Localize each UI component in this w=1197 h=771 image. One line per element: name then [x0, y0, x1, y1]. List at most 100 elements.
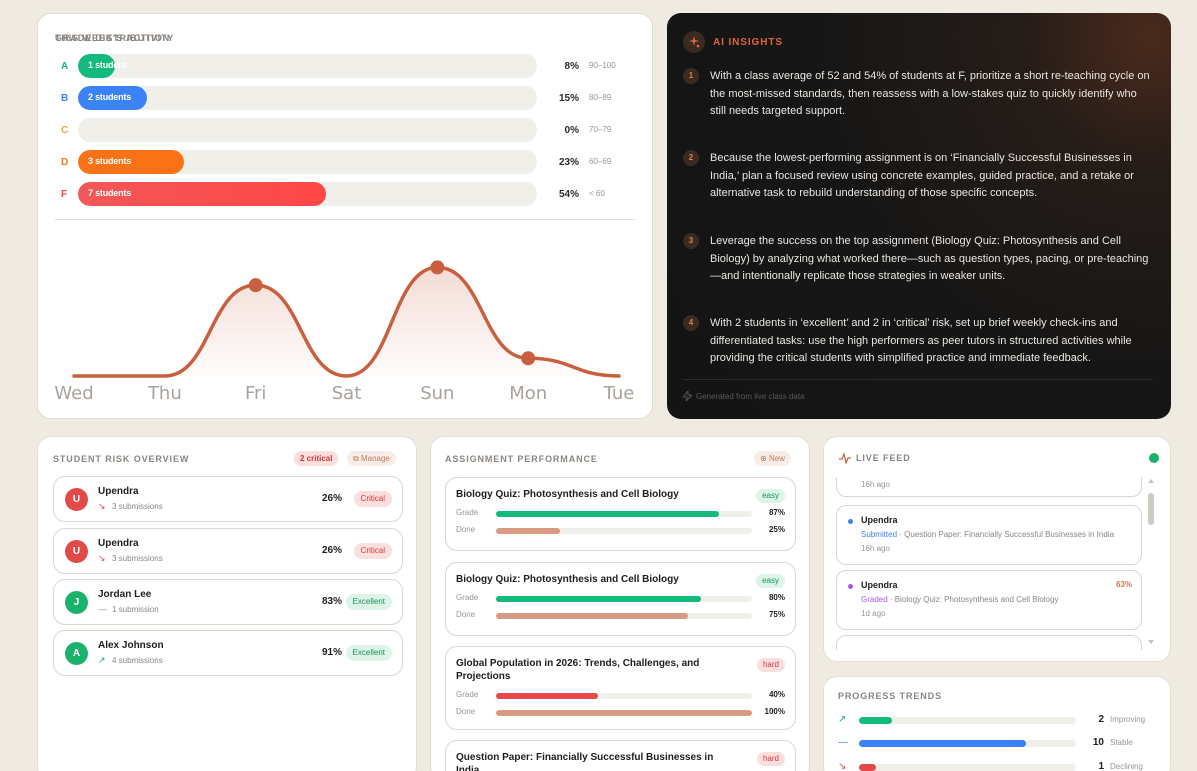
grade-value: 80% — [768, 593, 785, 602]
done-fill — [496, 710, 752, 716]
live-feed-title: LIVE FEED — [856, 453, 911, 463]
grade-track — [496, 511, 752, 517]
feed-detail-line: Submitted · Question Paper: Financially … — [861, 530, 1114, 539]
ai-footer-text: Generated from live class data — [696, 392, 805, 401]
assignment-title: Global Population in 2026: Trends, Chall… — [456, 658, 700, 682]
assignment-title: ASSIGNMENT PERFORMANCE — [445, 454, 598, 464]
grade-percent: 0% — [564, 125, 579, 136]
day-label: Fri — [245, 383, 266, 404]
submission-count: 4 submissions — [112, 656, 163, 665]
activity-area — [74, 267, 619, 376]
assignment-item[interactable]: Global Population in 2026: Trends, Chall… — [445, 646, 796, 730]
submission-count: 1 submission — [112, 605, 159, 614]
grade-distribution-card: GRADE DISTRIBUTION A 1 student 8% 90–100 B 2 … — [37, 13, 653, 419]
student-score: 26% — [321, 545, 342, 556]
grade-bar-fill: 3 students — [78, 150, 184, 174]
trend-icon: — — [838, 737, 848, 748]
grade-distribution-title: GRADE DISTRIBUTION — [55, 33, 171, 43]
insight-number: 1 — [683, 68, 699, 84]
difficulty-badge: hard — [756, 752, 785, 766]
student-risk-row[interactable]: U Upendra ↘ 3 submissions 26% Critical — [53, 476, 403, 522]
risk-title: STUDENT RISK OVERVIEW — [53, 454, 190, 464]
insight-number: 4 — [683, 315, 699, 331]
feed-assignment: · Question Paper: Financially Successful… — [897, 530, 1115, 539]
trend-icon: ↘ — [98, 501, 106, 511]
feed-status-dot — [848, 584, 853, 589]
assignment-item[interactable]: Biology Quiz: Photosynthesis and Cell Bi… — [445, 562, 796, 636]
feed-item[interactable] — [836, 635, 1142, 650]
avatar: U — [65, 540, 88, 563]
day-label: Wed — [54, 383, 93, 404]
grade-row-f: F 7 students 54% < 60 — [55, 182, 645, 208]
student-risk-row[interactable]: J Jordan Lee — 1 submission 83% Excellent — [53, 579, 403, 625]
trend-label: Declining — [1110, 762, 1143, 771]
grade-percent: 15% — [558, 93, 579, 104]
trend-count: 10 — [1092, 737, 1104, 748]
grade-bar-fill: 1 student — [78, 54, 126, 78]
grade-fill — [496, 511, 719, 517]
ai-insights-title: AI INSIGHTS — [713, 37, 783, 48]
grade-bar-track: 2 students — [78, 86, 537, 110]
manage-label: Manage — [360, 454, 390, 463]
student-score: 26% — [321, 493, 342, 504]
avatar: J — [65, 591, 88, 614]
risk-badge: Critical — [353, 491, 392, 507]
student-score: 91% — [321, 647, 342, 658]
avatar: U — [65, 488, 88, 511]
trend-icon: — — [98, 604, 107, 614]
student-risk-row[interactable]: U Upendra ↘ 3 submissions 26% Critical — [53, 528, 403, 574]
day-label: Sun — [420, 383, 454, 404]
feed-item[interactable]: 16h ago — [836, 477, 1142, 497]
student-name: Jordan Lee — [98, 589, 152, 600]
grade-bar-label: 3 students — [88, 156, 132, 166]
trend-fill — [859, 717, 892, 724]
grade-value: 40% — [768, 690, 785, 699]
trend-label: Improving — [1110, 715, 1146, 724]
day-label: Mon — [509, 383, 547, 404]
grade-fill — [496, 693, 599, 699]
grade-row-b: B 2 students 15% 80–89 — [55, 86, 645, 112]
trend-track — [859, 740, 1076, 747]
grade-range: < 60 — [589, 189, 605, 198]
feed-item[interactable]: Upendra Graded · Biology Quiz: Photosynth… — [836, 570, 1142, 630]
avatar: A — [65, 642, 88, 665]
critical-count-badge: 2 critical — [294, 451, 339, 466]
activity-chart: Wed Thu Fri Sat Sun Mon Tue — [54, 260, 634, 404]
activity-point — [521, 351, 536, 366]
feed-status: Submitted — [861, 530, 898, 539]
live-feed-card: LIVE FEED 16h ago Upendra Submitted · Ques… — [823, 436, 1171, 662]
manage-button[interactable]: ⧉ Manage — [347, 451, 396, 466]
grade-percent: 23% — [558, 157, 579, 168]
grade-track — [496, 693, 752, 699]
grade-label: Grade — [456, 690, 479, 699]
student-score: 83% — [321, 596, 342, 607]
assignment-item[interactable]: Biology Quiz: Photosynthesis and Cell Bi… — [445, 477, 796, 551]
feed-status: Graded — [861, 595, 888, 604]
student-risk-row[interactable]: A Alex Johnson ↗ 4 submissions 91% Excellent — [53, 630, 403, 676]
grade-bar-fill: 7 students — [78, 182, 326, 206]
insight-number: 2 — [683, 150, 699, 166]
feed-time: 16h ago — [861, 480, 890, 489]
feed-scrollbar[interactable] — [1147, 477, 1155, 647]
feed-item[interactable]: Upendra Submitted · Question Paper: Finan… — [836, 505, 1142, 565]
activity-point — [248, 278, 263, 293]
insight-text: Because the lowest-performing assignment… — [710, 152, 1134, 199]
trend-icon: ↘ — [838, 761, 847, 771]
divider — [55, 219, 636, 220]
feed-list[interactable]: 16h ago Upendra Submitted · Question Paper… — [836, 477, 1142, 650]
grade-bar-track: 7 students — [78, 182, 537, 206]
grade-bar-track — [78, 118, 537, 142]
assignment-title: Biology Quiz: Photosynthesis and Cell Bi… — [456, 489, 679, 500]
divider — [683, 379, 1153, 380]
assignment-title: Biology Quiz: Photosynthesis and Cell Bi… — [456, 574, 679, 585]
grade-range: 90–100 — [589, 61, 616, 70]
insight-text: With 2 students in ‘excellent’ and 2 in … — [710, 317, 1132, 364]
assignment-item[interactable]: Question Paper: Financially Successful B… — [445, 740, 796, 771]
bolt-icon — [681, 389, 694, 404]
new-assignment-button[interactable]: ⊕ New — [754, 451, 791, 466]
feed-time: 16h ago — [861, 544, 890, 553]
student-name: Upendra — [98, 538, 139, 549]
grade-range: 80–89 — [589, 93, 612, 102]
done-track — [496, 710, 752, 716]
grade-bar-label: 1 student — [88, 60, 127, 70]
